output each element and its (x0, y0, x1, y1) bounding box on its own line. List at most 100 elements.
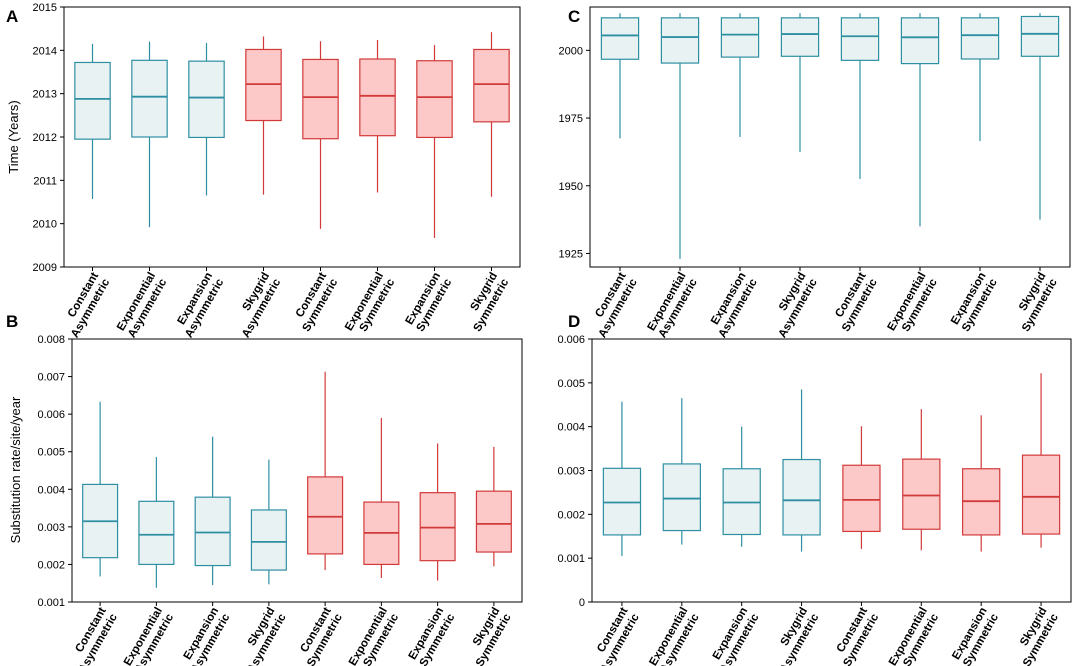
iqr-box (475, 490, 512, 553)
box-7 (962, 415, 1001, 552)
x-tick-label: ExpansionSymmetric (403, 270, 454, 334)
x-tick-label: ConstantAsymmetric (65, 605, 120, 666)
box-2 (138, 456, 175, 588)
y-tick-label: 0.006 (557, 334, 585, 346)
box-3 (722, 426, 761, 547)
panel-letter: C (568, 7, 580, 26)
iqr-box (188, 60, 225, 139)
panel-letter: A (6, 7, 18, 26)
y-tick-label: 2011 (33, 175, 57, 187)
iqr-box (600, 17, 640, 60)
y-tick-label: 2010 (33, 219, 57, 231)
box-5 (840, 13, 880, 179)
iqr-box (840, 17, 880, 61)
y-tick-label: 0.004 (557, 422, 585, 434)
iqr-box (416, 60, 453, 139)
x-tick-label: ExpansionSymmetric (950, 605, 1001, 666)
y-tick-label: 0.001 (37, 597, 65, 609)
iqr-box (780, 17, 820, 57)
iqr-box (302, 58, 339, 140)
x-tick-label: ExpansionAsymmetric (172, 270, 227, 340)
iqr-box (902, 458, 941, 530)
panel-b: B Substitution rate/site/year 0.001 0.002 0.… (6, 312, 523, 666)
x-tick-label: ConstantSymmetric (829, 270, 880, 334)
y-tick-label: 0.005 (557, 378, 585, 390)
x-tick-label: ConstantAsymmetric (585, 270, 640, 340)
y-tick-label: 2014 (33, 45, 57, 57)
box-6 (902, 409, 941, 551)
iqr-box (782, 458, 821, 536)
x-tick-label: ExponentialAsymmetric (645, 270, 700, 340)
y-tick-label: 1950 (559, 181, 583, 193)
x-tick-label: ExpansionAsymmetric (705, 270, 760, 340)
y-tick-label: 0.002 (557, 509, 585, 521)
box-4 (250, 459, 287, 585)
y-tick-label: 0.003 (37, 522, 65, 534)
x-tick-label: ConstantSymmetric (294, 605, 345, 666)
box-1 (82, 401, 119, 577)
box-3 (188, 42, 225, 196)
y-tick-label: 1975 (559, 113, 583, 125)
y-tick-label: 0.003 (557, 466, 585, 478)
box-1 (74, 43, 111, 199)
x-tick-label: SkygridAsymmetric (229, 270, 284, 340)
y-tick-label: 2012 (33, 132, 57, 144)
box-1 (602, 401, 642, 556)
y-tick-label: 0.004 (37, 484, 65, 496)
panel-letter: D (568, 312, 580, 331)
x-tick-label: ConstantAsymmetric (587, 605, 642, 666)
box-7 (419, 443, 456, 581)
box-3 (720, 13, 760, 137)
y-tick-label: 2015 (33, 2, 57, 14)
x-tick-label: ExponentialSymmetric (343, 270, 398, 339)
box-2 (660, 13, 700, 259)
iqr-box (900, 17, 940, 65)
y-tick-label: 2013 (33, 89, 57, 101)
iqr-box (720, 17, 760, 58)
x-tick-label: ExponentialAsymmetric (115, 270, 170, 340)
box-5 (842, 426, 881, 549)
box-7 (416, 45, 453, 238)
panel-d: D 0 0.001 0.002 0.003 0.004 0.005 0.006 Constant… (557, 312, 1072, 666)
y-tick-label: 1925 (559, 248, 583, 260)
x-tick-label: ExpansionAsymmetric (707, 605, 762, 666)
y-tick-label: 0.001 (557, 553, 585, 565)
box-8 (475, 446, 512, 567)
x-tick-label: SkygridAsymmetric (765, 270, 820, 340)
box-2 (131, 41, 168, 228)
plot-frame (71, 338, 523, 603)
x-tick-label: ExponentialSymmetric (887, 605, 942, 666)
panel-a: A Time (Years) 2009 2010 2011 2012 2013 2014 201… (6, 2, 521, 340)
y-tick-label: 0 (579, 597, 585, 609)
box-8 (1020, 13, 1060, 220)
x-tick-label: ExpansionAsymmetric (178, 605, 233, 666)
y-tick-label: 2009 (33, 262, 57, 274)
panel-letter: B (6, 312, 18, 331)
iqr-box (74, 61, 111, 140)
box-3 (194, 436, 231, 586)
x-tick-label: SkygridSymmetric (460, 270, 511, 334)
box-6 (900, 13, 940, 227)
box-8 (1021, 373, 1061, 548)
y-tick-label: 0.007 (37, 372, 65, 384)
iqr-box (419, 492, 456, 562)
x-tick-label: SkygridSymmetric (463, 605, 514, 666)
box-5 (302, 41, 339, 229)
iqr-box (960, 17, 1000, 60)
x-tick-label: SkygridAsymmetric (234, 605, 289, 666)
iqr-box (194, 496, 231, 567)
iqr-box (138, 500, 175, 566)
x-tick-label: SkygridAsymmetric (767, 605, 822, 666)
x-tick-label: ExponentialAsymmetric (647, 605, 702, 666)
x-tick-label: ExponentialSymmetric (886, 270, 941, 339)
y-tick-label: 0.006 (37, 409, 65, 421)
plot-frame (589, 6, 1071, 268)
box-2 (662, 398, 701, 545)
box-1 (600, 13, 640, 139)
iqr-box (131, 59, 168, 138)
iqr-box (1021, 454, 1061, 535)
x-tick-label: SkygridSymmetric (1009, 270, 1060, 334)
iqr-box (662, 463, 701, 532)
box-6 (363, 417, 400, 578)
